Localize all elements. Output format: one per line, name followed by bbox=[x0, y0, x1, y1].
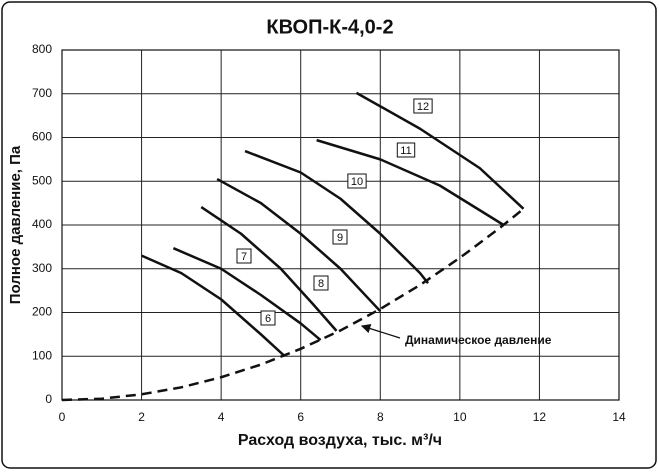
x-tick-label: 10 bbox=[453, 410, 467, 424]
x-tick-label: 4 bbox=[218, 410, 225, 424]
series-label-box bbox=[236, 248, 252, 264]
series-line bbox=[172, 247, 322, 342]
y-tick-label: 700 bbox=[32, 86, 52, 100]
x-tick-label: 14 bbox=[612, 410, 626, 424]
annotation: Динамическое давление bbox=[405, 333, 552, 347]
x-tick-label: 0 bbox=[59, 410, 66, 424]
series-label: 12 bbox=[417, 101, 429, 113]
series-label-box bbox=[347, 173, 367, 189]
series-label-box bbox=[313, 275, 329, 291]
y-tick-label: 300 bbox=[32, 261, 52, 275]
series-line bbox=[216, 177, 382, 313]
series-label: 8 bbox=[318, 278, 324, 290]
x-tick-label: 2 bbox=[138, 410, 145, 424]
series-label: 7 bbox=[241, 251, 247, 263]
series-label: 9 bbox=[337, 232, 343, 244]
plot-border bbox=[61, 49, 620, 401]
x-tick-label: 6 bbox=[297, 410, 304, 424]
y-tick-label: 400 bbox=[32, 217, 52, 231]
frame bbox=[1, 1, 657, 469]
series-label: 6 bbox=[265, 313, 271, 325]
series-label-box bbox=[260, 310, 276, 326]
y-tick-label: 800 bbox=[32, 42, 52, 56]
series-label-box bbox=[332, 229, 348, 245]
chart-title: КВОП-К-4,0-2 bbox=[266, 16, 393, 38]
x-axis-label: Расход воздуха, тыс. м³/ч bbox=[238, 432, 442, 449]
series-line bbox=[316, 138, 505, 227]
series-label: 11 bbox=[400, 145, 411, 157]
series-line bbox=[61, 207, 525, 402]
series-line bbox=[244, 149, 430, 284]
series-line bbox=[200, 206, 338, 332]
series-label-box bbox=[413, 98, 433, 114]
x-tick-label: 12 bbox=[533, 410, 547, 424]
series-line bbox=[141, 254, 286, 358]
series-line bbox=[355, 91, 525, 210]
y-tick-label: 600 bbox=[32, 130, 52, 144]
y-tick-label: 100 bbox=[32, 348, 52, 362]
series-label-box bbox=[396, 142, 416, 158]
y-axis-label: Полное давление, Па bbox=[7, 145, 24, 304]
y-tick-label: 0 bbox=[45, 392, 52, 406]
annotation-arrow bbox=[360, 323, 401, 339]
y-tick-label: 200 bbox=[32, 305, 52, 319]
x-tick-label: 8 bbox=[377, 410, 384, 424]
series-label: 10 bbox=[351, 176, 363, 188]
y-tick-label: 500 bbox=[32, 173, 52, 187]
